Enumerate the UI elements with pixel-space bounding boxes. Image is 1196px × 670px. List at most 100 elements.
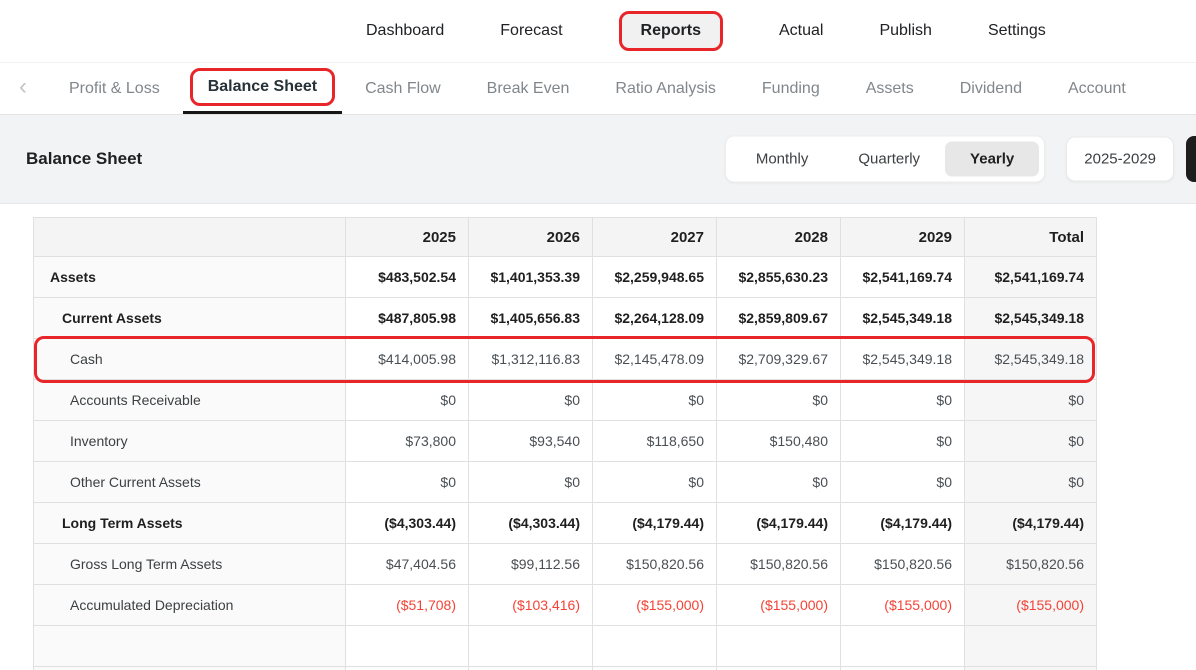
top-nav: Dashboard Forecast Reports Actual Publish Set…: [0, 0, 1196, 62]
nav-item-actual[interactable]: Actual: [778, 22, 824, 39]
table-row-other-current-assets: Other Current Assets $0 $0 $0 $0 $0 $0: [33, 461, 1097, 503]
row-label-assets: Assets: [33, 256, 346, 298]
cell-current-assets-total: $2,545,349.18: [964, 297, 1097, 339]
cell-long-term-assets-2027: ($4,179.44): [592, 502, 717, 544]
cell-accumulated-depreciation-2028: ($155,000): [716, 584, 841, 626]
column-header-blank: [33, 217, 346, 257]
tab-funding[interactable]: Funding: [761, 79, 820, 97]
column-header-total: Total: [964, 217, 1097, 257]
table-row-inventory: Inventory $73,800 $93,540 $118,650 $150,480 $…: [33, 420, 1097, 462]
cell-assets-2026: $1,401,353.39: [468, 256, 593, 298]
cell-cash-2025: $414,005.98: [345, 338, 469, 380]
cell-gross-long-term-assets-2026: $99,112.56: [468, 543, 593, 585]
cell-accumulated-depreciation-2029: ($155,000): [840, 584, 965, 626]
tab-ratio-analysis[interactable]: Ratio Analysis: [615, 79, 716, 97]
cell-inventory-2027: $118,650: [592, 420, 717, 462]
balance-sheet-table: 2025 2026 2027 2028 2029 Total Assets $483,502…: [33, 217, 1097, 670]
tab-profit-loss[interactable]: Profit & Loss: [69, 79, 160, 97]
cell-other-current-assets-2028: $0: [716, 461, 841, 503]
cell-cash-2029: $2,545,349.18: [840, 338, 965, 380]
period-option-yearly[interactable]: Yearly: [945, 141, 1040, 177]
cell-accounts-receivable-total: $0: [964, 379, 1097, 421]
cell-current-assets-2025: $487,805.98: [345, 297, 469, 339]
year-range-dropdown[interactable]: 2025-2029: [1066, 136, 1174, 182]
cell-gross-long-term-assets-2027: $150,820.56: [592, 543, 717, 585]
edge-dark-button[interactable]: [1186, 136, 1196, 182]
cell-current-assets-2029: $2,545,349.18: [840, 297, 965, 339]
row-label-blank: [33, 625, 346, 667]
cell-cash-total: $2,545,349.18: [964, 338, 1097, 380]
cell-cash-2027: $2,145,478.09: [592, 338, 717, 380]
nav-item-dashboard[interactable]: Dashboard: [366, 22, 445, 39]
cell-long-term-assets-total: ($4,179.44): [964, 502, 1097, 544]
table-row-cash: Cash $414,005.98 $1,312,116.83 $2,145,478.0…: [33, 338, 1097, 380]
row-label-other-current-assets: Other Current Assets: [33, 461, 346, 503]
cell-current-assets-2028: $2,859,809.67: [716, 297, 841, 339]
report-tabbar: ‹ Profit & Loss Balance Sheet Cash Flow Bre…: [0, 62, 1196, 115]
cell-accumulated-depreciation-2026: ($103,416): [468, 584, 593, 626]
cell-cash-2028: $2,709,329.67: [716, 338, 841, 380]
column-header-2029: 2029: [840, 217, 965, 257]
cell-gross-long-term-assets-2028: $150,820.56: [716, 543, 841, 585]
tabs-list: Profit & Loss Balance Sheet Cash Flow Break…: [46, 63, 1149, 114]
table-row-accounts-receivable: Accounts Receivable $0 $0 $0 $0 $0 $0: [33, 379, 1097, 421]
page-title: Balance Sheet: [26, 149, 143, 168]
row-label-blank: [33, 666, 346, 670]
nav-item-publish[interactable]: Publish: [879, 22, 932, 39]
column-header-2027: 2027: [592, 217, 717, 257]
cell-blank-2029: [840, 666, 965, 670]
column-header-2028: 2028: [716, 217, 841, 257]
cell-gross-long-term-assets-total: $150,820.56: [964, 543, 1097, 585]
cell-inventory-2028: $150,480: [716, 420, 841, 462]
column-header-2025: 2025: [345, 217, 469, 257]
cell-long-term-assets-2028: ($4,179.44): [716, 502, 841, 544]
tab-break-even[interactable]: Break Even: [486, 79, 570, 97]
cell-accounts-receivable-2028: $0: [716, 379, 841, 421]
cell-blank-total: [964, 625, 1097, 667]
cell-long-term-assets-2025: ($4,303.44): [345, 502, 469, 544]
tab-cash-flow[interactable]: Cash Flow: [365, 79, 441, 97]
cell-blank-2028: [716, 625, 841, 667]
table-header-row: 2025 2026 2027 2028 2029 Total: [33, 217, 1097, 257]
cell-assets-2027: $2,259,948.65: [592, 256, 717, 298]
cell-blank-2028: [716, 666, 841, 670]
cell-assets-2025: $483,502.54: [345, 256, 469, 298]
cell-accounts-receivable-2025: $0: [345, 379, 469, 421]
nav-item-forecast[interactable]: Forecast: [500, 22, 563, 39]
cell-other-current-assets-2025: $0: [345, 461, 469, 503]
period-option-quarterly[interactable]: Quarterly: [858, 150, 921, 168]
tab-dividend[interactable]: Dividend: [959, 79, 1022, 97]
cell-cash-2026: $1,312,116.83: [468, 338, 593, 380]
nav-item-settings[interactable]: Settings: [987, 22, 1046, 39]
row-label-inventory: Inventory: [33, 420, 346, 462]
cell-inventory-2025: $73,800: [345, 420, 469, 462]
cell-accumulated-depreciation-2027: ($155,000): [592, 584, 717, 626]
tab-account[interactable]: Account: [1068, 79, 1126, 97]
cell-blank-2025: [345, 625, 469, 667]
table-row-assets: Assets $483,502.54 $1,401,353.39 $2,259,948…: [33, 256, 1097, 298]
cell-assets-2029: $2,541,169.74: [840, 256, 965, 298]
cell-other-current-assets-total: $0: [964, 461, 1097, 503]
cell-long-term-assets-2026: ($4,303.44): [468, 502, 593, 544]
row-label-cash: Cash: [33, 338, 346, 380]
table-row-current-assets: Current Assets $487,805.98 $1,405,656.83 $2…: [33, 297, 1097, 339]
cell-other-current-assets-2026: $0: [468, 461, 593, 503]
tab-assets[interactable]: Assets: [865, 79, 914, 97]
period-option-monthly[interactable]: Monthly: [755, 150, 809, 168]
table-row-gross-long-term-assets: Gross Long Term Assets $47,404.56 $99,112.…: [33, 543, 1097, 585]
cell-accumulated-depreciation-total: ($155,000): [964, 584, 1097, 626]
nav-item-reports[interactable]: Reports: [618, 11, 723, 51]
row-label-long-term-assets: Long Term Assets: [33, 502, 346, 544]
cell-assets-2028: $2,855,630.23: [716, 256, 841, 298]
header-controls: Monthly Quarterly Yearly 2025-2029: [724, 135, 1174, 183]
row-label-accumulated-depreciation: Accumulated Depreciation: [33, 584, 346, 626]
tab-balance-sheet[interactable]: Balance Sheet: [182, 63, 343, 114]
balance-sheet-table-wrap: 2025 2026 2027 2028 2029 Total Assets $483,502…: [33, 217, 1097, 670]
tabs-back-chevron-icon[interactable]: ‹: [19, 72, 27, 100]
tab-label-balance-sheet: Balance Sheet: [189, 68, 336, 106]
table-row-blank: [33, 625, 1097, 667]
cell-accounts-receivable-2027: $0: [592, 379, 717, 421]
cell-blank-2027: [592, 666, 717, 670]
row-label-accounts-receivable: Accounts Receivable: [33, 379, 346, 421]
cell-current-assets-2026: $1,405,656.83: [468, 297, 593, 339]
